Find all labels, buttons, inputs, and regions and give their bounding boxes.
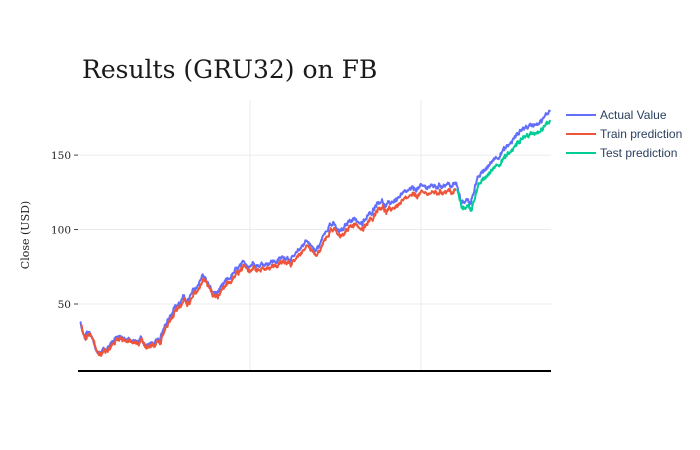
series-line-train-prediction — [80, 187, 457, 357]
legend-label-test: Test prediction — [600, 146, 677, 160]
series-layer — [79, 109, 551, 357]
legend-label-actual: Actual Value — [600, 108, 667, 122]
plot-area: 50 100 150 — [51, 100, 551, 372]
legend-item-train-prediction[interactable]: Train prediction — [566, 127, 682, 141]
y-gridlines: 50 100 150 — [51, 150, 551, 311]
legend-item-actual-value[interactable]: Actual Value — [566, 108, 667, 122]
legend: Actual Value Train prediction Test predi… — [566, 108, 682, 160]
chart-title: Results (GRU32) on FB — [82, 55, 377, 84]
legend-label-train: Train prediction — [600, 127, 682, 141]
y-tick-label: 150 — [51, 150, 71, 162]
legend-item-test-prediction[interactable]: Test prediction — [566, 146, 677, 160]
series-line-actual-value — [79, 109, 551, 355]
series-line-test-prediction — [455, 119, 551, 212]
y-tick-label: 50 — [58, 299, 71, 311]
y-axis-label: Close (USD) — [19, 201, 32, 269]
y-tick-label: 100 — [51, 225, 71, 237]
